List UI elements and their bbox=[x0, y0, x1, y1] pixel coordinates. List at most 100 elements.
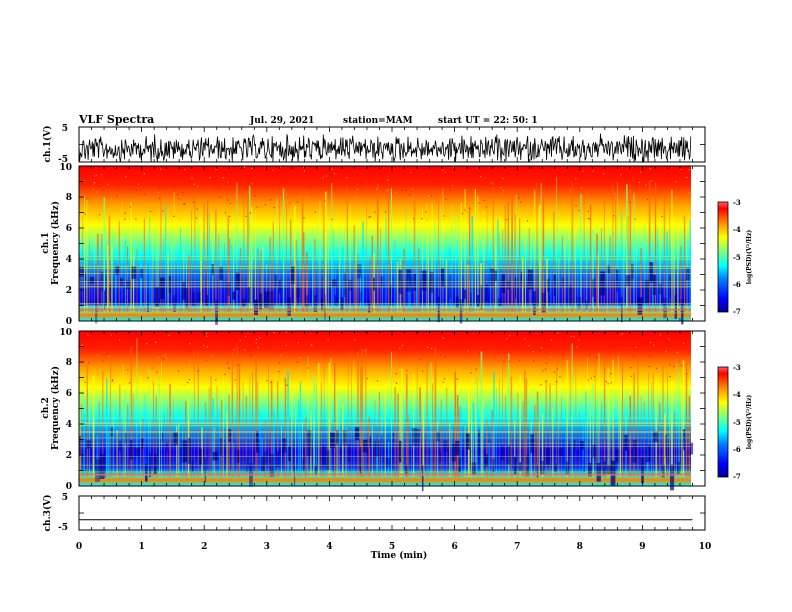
low-power-patch bbox=[95, 459, 100, 482]
sferic-streak bbox=[103, 197, 105, 312]
ch1-spectrogram-ticks bbox=[78, 165, 706, 322]
sferic-streak bbox=[419, 387, 421, 477]
sferic-streak bbox=[310, 411, 312, 477]
sferic-streak bbox=[150, 257, 152, 312]
high-power-speckle bbox=[387, 179, 389, 181]
high-power-speckle bbox=[327, 177, 330, 179]
sferic-streak bbox=[160, 192, 162, 312]
low-power-patch bbox=[131, 266, 137, 279]
low-power-patch bbox=[616, 269, 618, 293]
high-power-speckle bbox=[331, 218, 333, 220]
high-power-speckle bbox=[564, 360, 566, 362]
high-power-speckle bbox=[533, 360, 535, 362]
high-power-speckle bbox=[309, 186, 311, 189]
high-power-speckle bbox=[87, 334, 89, 336]
high-power-speckle bbox=[478, 202, 480, 204]
ch2-spectrogram-channel-label: ch.2 bbox=[41, 397, 51, 418]
high-power-speckle bbox=[453, 166, 455, 168]
high-power-speckle bbox=[569, 196, 571, 198]
ch2-spectrogram-ticks bbox=[78, 330, 706, 487]
high-power-speckle bbox=[610, 382, 612, 384]
sferic-streak bbox=[259, 410, 261, 477]
high-power-speckle bbox=[228, 367, 230, 369]
high-power-speckle bbox=[368, 216, 370, 218]
sferic-streak bbox=[504, 205, 507, 312]
sferic-streak bbox=[633, 193, 635, 312]
sferic-streak bbox=[384, 378, 386, 477]
sferic-streak bbox=[622, 218, 625, 312]
high-power-speckle bbox=[613, 346, 615, 348]
sferic-streak bbox=[654, 182, 657, 312]
sferic-streak bbox=[674, 411, 675, 477]
sferic-streak bbox=[136, 249, 138, 312]
sferic-streak bbox=[172, 398, 174, 477]
low-power-patch bbox=[562, 277, 564, 288]
sferic-streak bbox=[561, 236, 563, 312]
low-power-patch bbox=[115, 265, 120, 275]
high-power-speckle bbox=[409, 194, 411, 196]
low-power-patch bbox=[412, 428, 418, 446]
low-power-patch bbox=[507, 280, 510, 290]
sferic-streak bbox=[437, 420, 439, 477]
sferic-streak bbox=[587, 358, 588, 477]
sferic-streak bbox=[351, 352, 352, 477]
high-power-speckle bbox=[376, 380, 379, 382]
high-power-speckle bbox=[553, 371, 555, 373]
high-power-speckle bbox=[286, 193, 288, 195]
high-power-speckle bbox=[444, 210, 446, 212]
high-power-speckle bbox=[398, 181, 400, 183]
sferic-streak bbox=[677, 227, 679, 312]
low-power-patch bbox=[606, 465, 612, 475]
high-power-speckle bbox=[227, 362, 229, 364]
sferic-streak bbox=[140, 259, 142, 312]
low-power-patch bbox=[514, 456, 517, 476]
high-power-speckle bbox=[528, 342, 530, 344]
high-power-speckle bbox=[393, 371, 395, 373]
high-power-speckle bbox=[303, 217, 305, 219]
sferic-streak bbox=[627, 215, 629, 312]
ch1-colorbar-tick-m6: -6 bbox=[733, 280, 741, 289]
sferic-streak bbox=[603, 362, 606, 477]
ch2-spectrogram-streaks bbox=[79, 331, 694, 492]
sferic-streak bbox=[317, 212, 319, 312]
low-power-patch bbox=[197, 292, 201, 302]
high-power-speckle bbox=[219, 196, 221, 198]
sferic-streak bbox=[640, 248, 642, 312]
sferic-streak bbox=[633, 372, 635, 477]
sferic-streak bbox=[254, 210, 256, 312]
high-power-speckle bbox=[84, 213, 86, 215]
sferic-streak bbox=[471, 216, 474, 312]
low-power-patch bbox=[227, 282, 231, 296]
high-power-speckle bbox=[191, 177, 193, 179]
high-power-speckle bbox=[110, 169, 112, 171]
sferic-streak bbox=[592, 383, 594, 477]
low-power-patch bbox=[565, 461, 569, 475]
high-power-speckle bbox=[674, 173, 676, 175]
low-power-patch bbox=[109, 284, 111, 302]
high-power-speckle bbox=[195, 217, 198, 219]
low-power-patch bbox=[568, 285, 573, 305]
sferic-streak bbox=[323, 361, 325, 477]
high-power-speckle bbox=[94, 200, 96, 202]
ch2-colorbar-tick-m7: -7 bbox=[733, 472, 741, 481]
sferic-streak bbox=[299, 381, 302, 477]
high-power-speckle bbox=[232, 370, 234, 372]
high-power-speckle bbox=[516, 174, 518, 176]
low-power-patch bbox=[470, 293, 472, 306]
low-power-patch bbox=[421, 465, 424, 492]
high-power-speckle bbox=[444, 356, 446, 358]
sferic-streak bbox=[510, 376, 513, 477]
high-power-speckle bbox=[124, 218, 126, 220]
high-power-speckle bbox=[256, 206, 258, 208]
ch2-colorbar: -3 -4 -5 -6 -7 log(PSD)(V²/Hz) bbox=[717, 363, 753, 481]
sferic-streak bbox=[583, 196, 585, 312]
high-power-speckle bbox=[296, 361, 298, 363]
high-power-speckle bbox=[444, 171, 446, 173]
time-tick-7: 7 bbox=[514, 542, 520, 552]
sferic-streak bbox=[666, 231, 668, 312]
high-power-speckle bbox=[455, 342, 457, 345]
high-power-speckle bbox=[629, 201, 631, 203]
high-power-speckle bbox=[552, 347, 554, 350]
sferic-streak bbox=[229, 238, 231, 312]
high-power-speckle bbox=[552, 383, 554, 385]
